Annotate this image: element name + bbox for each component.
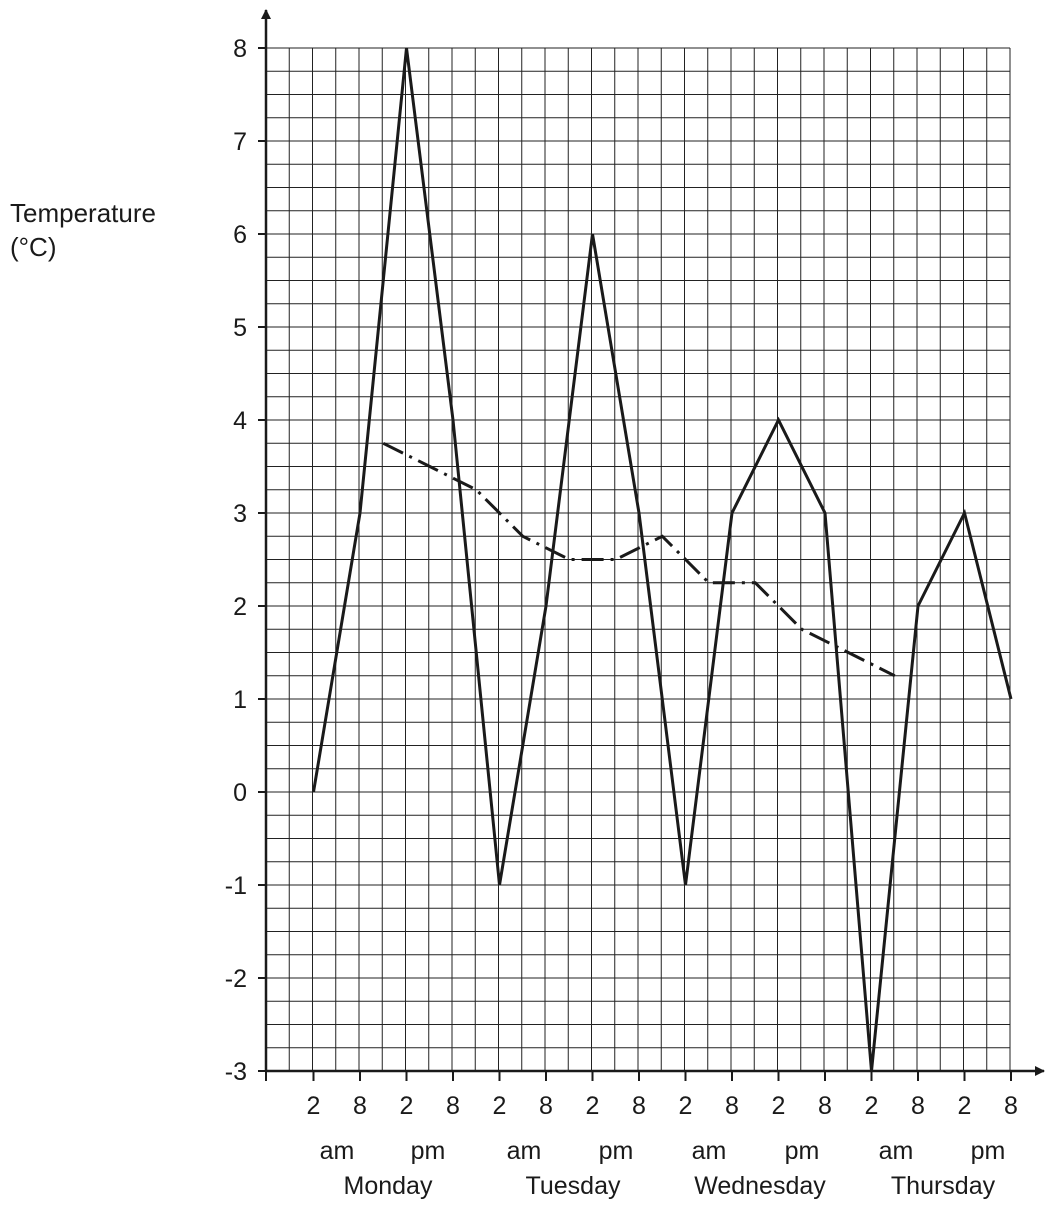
x-tick-label: 8 [1004,1092,1018,1120]
y-tick-label: 5 [233,314,247,342]
x-tick-label: 8 [818,1092,832,1120]
y-tick-label: 6 [233,221,247,249]
x-tick-labels: 2 8 2 8 2 8 2 8 2 8 2 8 2 8 2 8 am pm am pm am pm am pm Monday Tu… [265,1071,1018,1200]
x-period-label: pm [971,1137,1006,1165]
x-tick-label: 8 [353,1092,367,1120]
y-tick-label: 4 [233,407,247,435]
x-tick-label: 2 [586,1092,600,1120]
chart-grid [265,47,1011,1072]
x-day-label: Tuesday [526,1172,621,1200]
x-day-label: Monday [344,1172,433,1200]
x-tick-label: 8 [539,1092,553,1120]
y-tick-label: -1 [225,872,247,900]
y-axis-label-line-2: (°C) [10,232,57,262]
y-tick-label: 0 [233,779,247,807]
y-axis-label-line-1: Temperature [10,198,156,228]
x-tick-label: 8 [446,1092,460,1120]
x-day-label: Wednesday [694,1172,826,1200]
x-period-label: am [692,1137,727,1165]
x-period-label: pm [785,1137,820,1165]
moving-average-line [382,441,896,678]
x-tick-label: 8 [725,1092,739,1120]
y-tick-label: 2 [233,593,247,621]
x-tick-label: 2 [772,1092,786,1120]
y-tick-label: 7 [233,128,247,156]
temperature-line [312,47,1013,1072]
y-tick-label: -3 [225,1058,247,1086]
x-day-label: Thursday [891,1172,996,1200]
x-tick-label: 2 [679,1092,693,1120]
x-tick-label: 2 [307,1092,321,1120]
y-tick-labels: 8 7 6 5 4 3 2 1 0 -1 -2 -3 [225,35,266,1086]
y-tick-label: 3 [233,500,247,528]
x-tick-label: 2 [493,1092,507,1120]
x-period-label: pm [411,1137,446,1165]
y-axis-label: Temperature (°C) [10,196,156,264]
x-tick-label: 8 [911,1092,925,1120]
x-tick-label: 2 [865,1092,879,1120]
x-period-label: pm [599,1137,634,1165]
chart-axes [261,9,1045,1076]
x-period-label: am [507,1137,542,1165]
x-period-label: am [879,1137,914,1165]
y-tick-label: 8 [233,35,247,63]
chart-series [312,47,1013,1072]
y-tick-label: -2 [225,965,247,993]
x-tick-label: 8 [632,1092,646,1120]
x-tick-label: 2 [400,1092,414,1120]
y-tick-label: 1 [233,686,247,714]
x-tick-label: 2 [958,1092,972,1120]
x-period-label: am [320,1137,355,1165]
